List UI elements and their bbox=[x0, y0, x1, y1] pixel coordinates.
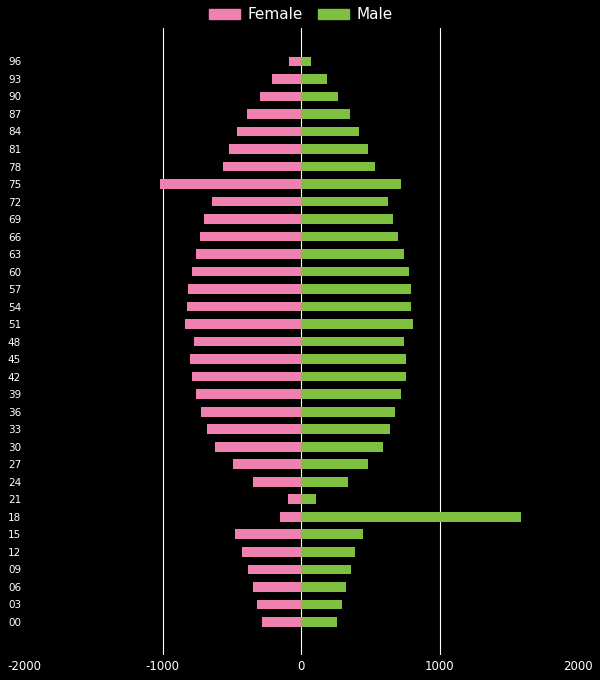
Bar bbox=[301, 109, 350, 119]
Bar bbox=[242, 547, 301, 557]
Bar bbox=[196, 250, 301, 259]
Bar bbox=[301, 250, 404, 259]
Bar bbox=[301, 512, 521, 522]
Bar bbox=[301, 214, 393, 224]
Bar bbox=[301, 600, 342, 609]
Bar bbox=[301, 390, 401, 399]
Bar bbox=[253, 582, 301, 592]
Bar bbox=[257, 600, 301, 609]
Bar bbox=[207, 424, 301, 434]
Bar bbox=[301, 494, 316, 504]
Legend: Female, Male: Female, Male bbox=[203, 1, 399, 29]
Bar bbox=[260, 92, 301, 101]
Bar bbox=[301, 530, 364, 539]
Bar bbox=[301, 477, 348, 487]
Bar bbox=[301, 197, 388, 206]
Bar bbox=[238, 126, 301, 136]
Bar bbox=[301, 284, 410, 294]
Bar bbox=[301, 617, 337, 627]
Bar bbox=[301, 337, 404, 347]
Bar bbox=[190, 354, 301, 364]
Bar bbox=[301, 320, 413, 329]
Bar bbox=[301, 460, 368, 469]
Bar bbox=[301, 302, 410, 311]
Bar bbox=[191, 267, 301, 276]
Bar bbox=[196, 390, 301, 399]
Bar bbox=[288, 494, 301, 504]
Bar bbox=[301, 92, 338, 101]
Bar bbox=[235, 530, 301, 539]
Bar bbox=[301, 74, 327, 84]
Bar bbox=[247, 109, 301, 119]
Bar bbox=[253, 477, 301, 487]
Bar bbox=[233, 460, 301, 469]
Bar bbox=[229, 144, 301, 154]
Bar bbox=[301, 372, 406, 381]
Bar bbox=[223, 162, 301, 171]
Bar bbox=[280, 512, 301, 522]
Bar bbox=[185, 320, 301, 329]
Bar bbox=[188, 284, 301, 294]
Bar bbox=[301, 56, 311, 66]
Bar bbox=[212, 197, 301, 206]
Bar bbox=[215, 442, 301, 452]
Bar bbox=[301, 442, 383, 452]
Bar bbox=[262, 617, 301, 627]
Bar bbox=[301, 126, 359, 136]
Bar bbox=[301, 582, 346, 592]
Bar bbox=[301, 407, 395, 417]
Bar bbox=[301, 267, 409, 276]
Bar bbox=[301, 354, 406, 364]
Bar bbox=[301, 180, 401, 189]
Bar bbox=[248, 564, 301, 574]
Bar bbox=[301, 144, 368, 154]
Bar bbox=[160, 180, 301, 189]
Bar bbox=[191, 372, 301, 381]
Bar bbox=[301, 564, 351, 574]
Bar bbox=[301, 547, 355, 557]
Bar bbox=[202, 407, 301, 417]
Bar bbox=[187, 302, 301, 311]
Bar bbox=[194, 337, 301, 347]
Bar bbox=[272, 74, 301, 84]
Bar bbox=[204, 214, 301, 224]
Bar bbox=[301, 162, 374, 171]
Bar bbox=[301, 424, 390, 434]
Bar bbox=[289, 56, 301, 66]
Bar bbox=[301, 232, 398, 241]
Bar bbox=[200, 232, 301, 241]
